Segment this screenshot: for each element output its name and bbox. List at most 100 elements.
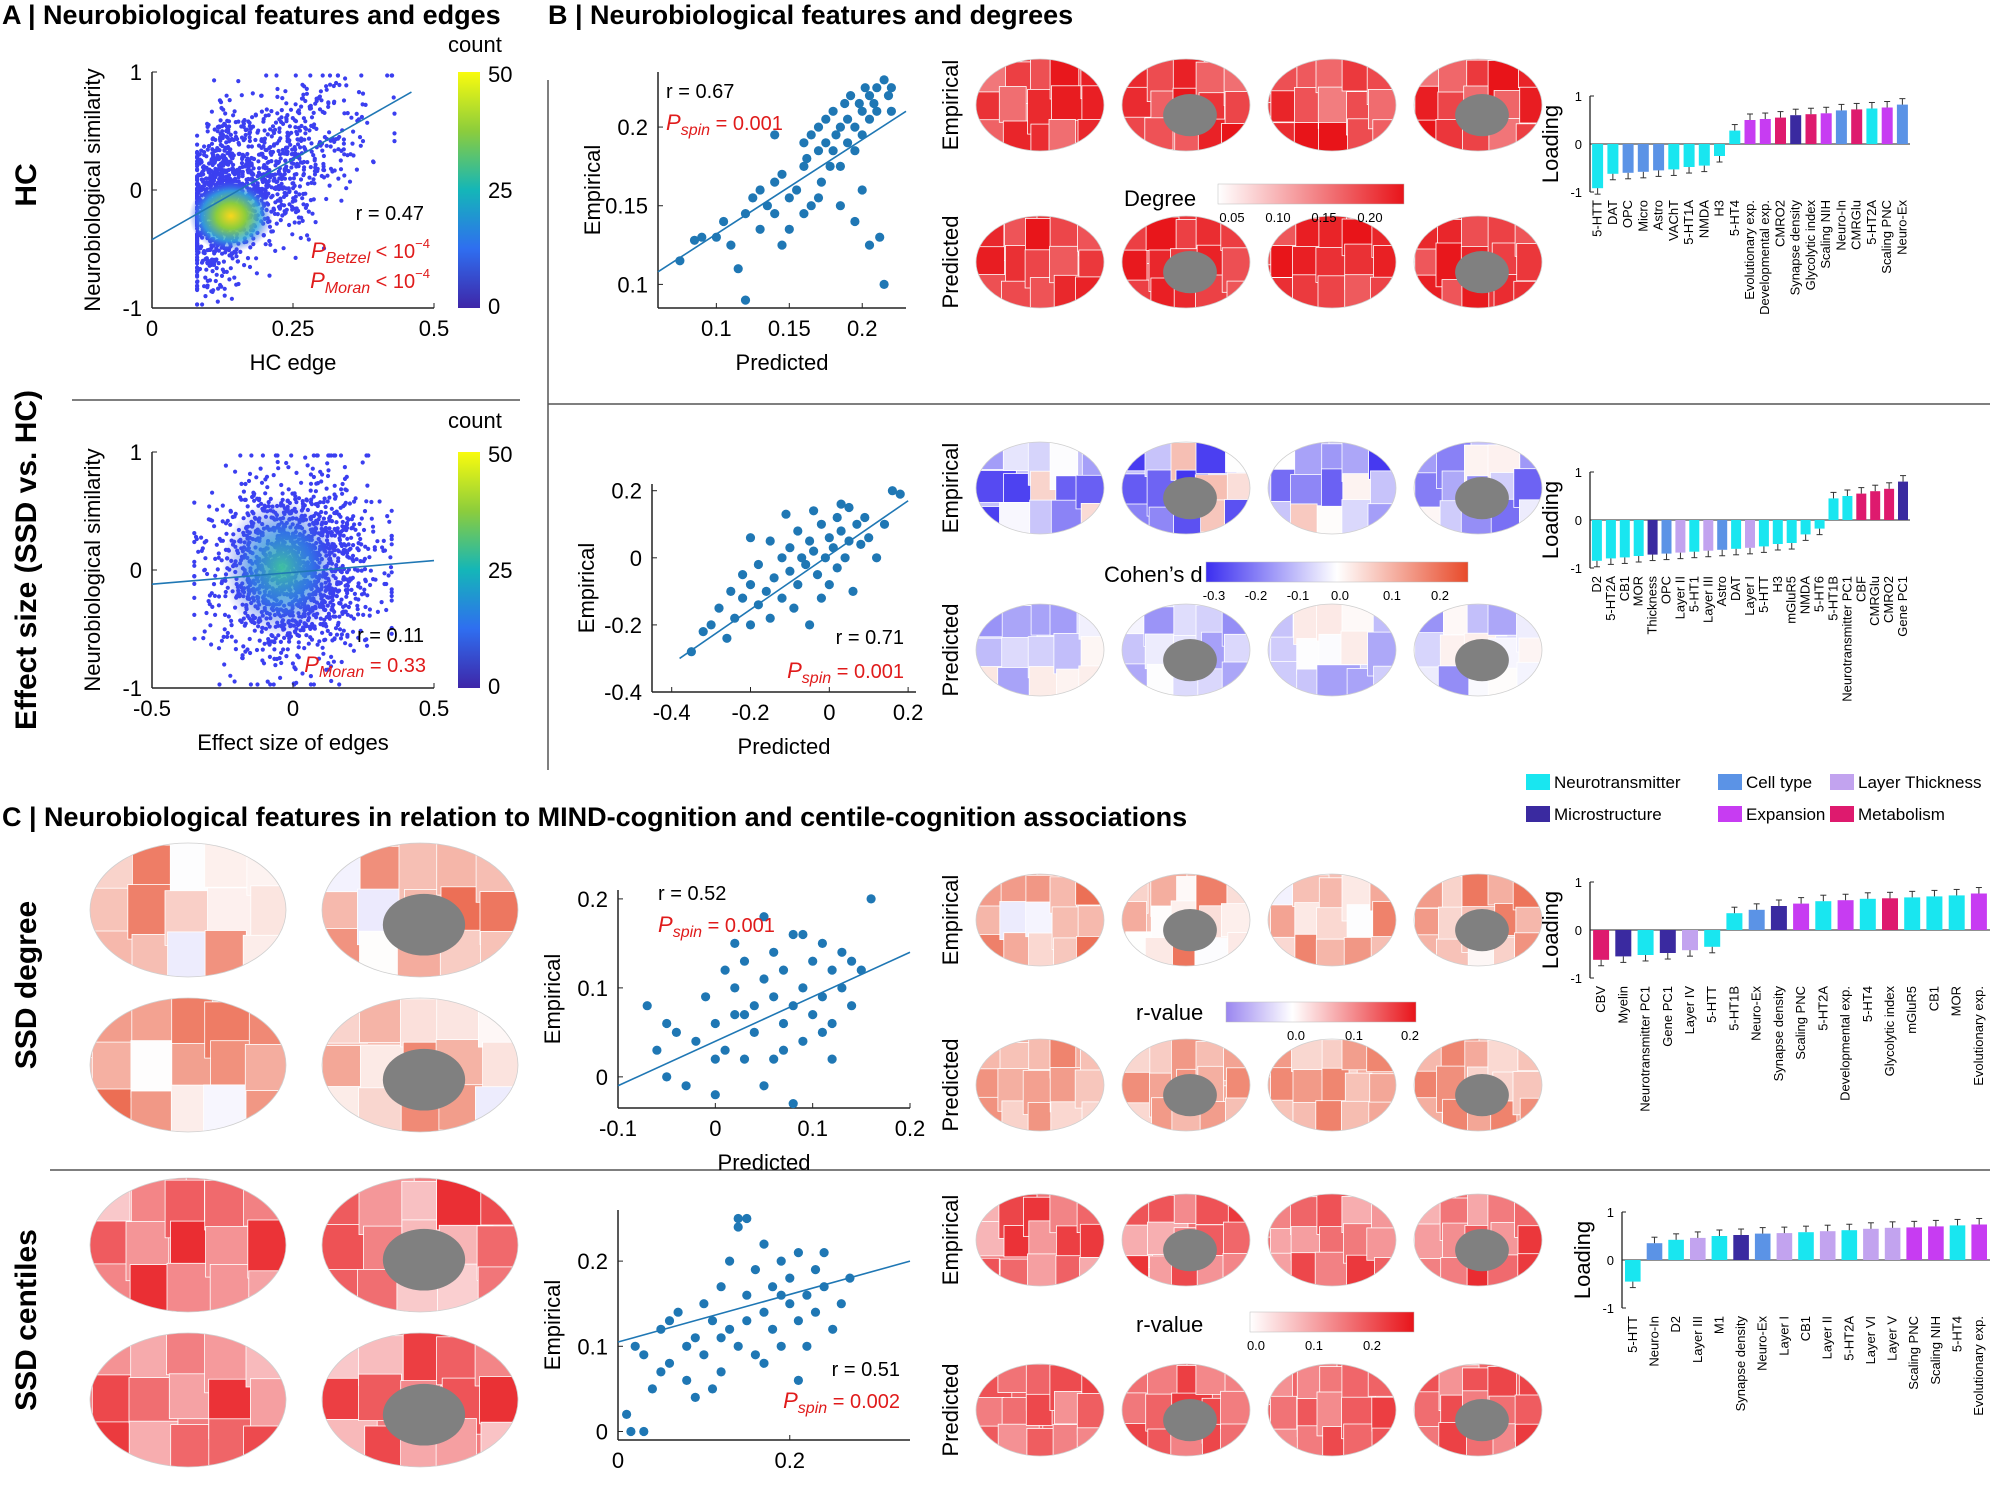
scatter-point [778, 1018, 789, 1029]
scatter-point [239, 161, 245, 166]
scatter-point [639, 1426, 649, 1437]
category-label: CB1 [1617, 576, 1632, 601]
scatter-point [827, 1054, 837, 1064]
colorbar-rvalue-2-title: r-value [1136, 1312, 1203, 1337]
scatter-point [346, 567, 351, 572]
scatter-point [295, 163, 301, 168]
colorbar-cohen-title: Cohen’s d [1104, 562, 1203, 587]
medial-wall [1455, 93, 1509, 137]
scatter-point [244, 177, 249, 182]
label-empirical-b1: Empirical [938, 60, 963, 150]
brain-outline [975, 441, 1105, 535]
scatter-point [339, 487, 344, 492]
scatter-point [827, 1018, 837, 1029]
scatter-point [301, 167, 306, 172]
scatter-point [742, 1290, 752, 1300]
fit-line [151, 559, 435, 585]
scatter-point [219, 638, 224, 643]
brain-c2-empirical [1413, 1193, 1543, 1287]
scatter-point [206, 599, 211, 604]
category-label: Synapse density [1733, 1316, 1748, 1412]
scatter-point [835, 161, 846, 171]
scatter-point [895, 489, 905, 499]
row-label-ssd-centiles: SSD centiles [10, 1229, 43, 1411]
scatter-point [358, 585, 363, 590]
y-tick-label: 0 [596, 1065, 608, 1090]
scatter-point [261, 144, 266, 149]
scatter-point [231, 137, 236, 142]
scatter-point [283, 210, 288, 215]
scatter-point [313, 489, 318, 494]
scatter-point [846, 91, 856, 101]
brain-parcel [1223, 633, 1250, 667]
scatter-point [342, 152, 347, 157]
scatter-point [201, 250, 206, 255]
scatter-point [321, 500, 326, 505]
scatter-point [336, 176, 341, 181]
scatter-point [359, 516, 364, 521]
category-label: 5-HT4 [1950, 1316, 1965, 1352]
scatter-point [789, 603, 799, 613]
scatter-point [346, 542, 351, 547]
brain-outline [1267, 873, 1397, 967]
scatter-point [235, 259, 240, 264]
scatter-point [329, 506, 334, 511]
scatter-point [201, 636, 206, 641]
bar [1729, 130, 1741, 144]
x-tick-label: 0.5 [419, 316, 450, 341]
bar [1683, 144, 1695, 167]
stat-p-relation: < 10 [370, 241, 415, 263]
scatter-point [344, 577, 349, 582]
scatter-point [306, 136, 312, 141]
scatter-point [281, 246, 286, 251]
scatter-point [310, 466, 315, 471]
scatter-point [283, 89, 288, 94]
scatter-point [308, 198, 313, 203]
scatter-point [287, 222, 292, 228]
scatter-point [349, 614, 354, 619]
stat-p-symbol: P [666, 110, 681, 135]
stat-r: r = 0.67 [666, 81, 734, 103]
scatter-point [217, 536, 222, 542]
category-label: Astro [1714, 576, 1729, 606]
scatter-point [288, 176, 293, 181]
scatter-point [363, 604, 368, 610]
brain-c2-predicted [1267, 1363, 1397, 1457]
scatter-point [271, 207, 277, 212]
legend-label-cell_type: Cell type [1746, 773, 1812, 792]
scatter-point [275, 459, 280, 465]
scatter-point [265, 485, 270, 490]
scatter-point [276, 466, 281, 471]
scatter-point [232, 109, 237, 114]
scatter-point [366, 453, 371, 458]
medial-wall [1455, 1398, 1509, 1442]
scatter-point [214, 542, 219, 547]
scatter-point [836, 499, 846, 509]
scatter-point [847, 1001, 857, 1011]
brain-c1-predicted [1121, 1038, 1251, 1132]
scatter-point [664, 1316, 675, 1326]
stat-p-symbol: P [304, 652, 319, 677]
scatter-point [206, 144, 211, 149]
scatter-point [725, 1324, 735, 1334]
medial-wall [1455, 638, 1509, 682]
scatter-point [331, 83, 336, 89]
scatter-point [192, 531, 197, 536]
x-tick-label: 0.2 [847, 316, 878, 341]
scatter-point [208, 173, 213, 178]
scatter-point [192, 574, 197, 579]
scatter-point [241, 124, 246, 129]
scatter-point [327, 130, 332, 135]
colorbar-degree-tick-1: 0.05 [1219, 210, 1244, 225]
scatter-point [290, 661, 295, 666]
scatter-point [195, 255, 200, 260]
scatter-point [207, 263, 212, 268]
brain-parcel [999, 501, 1035, 534]
bar [1800, 520, 1811, 535]
scatter-point [287, 639, 292, 644]
scatter-point [793, 1316, 804, 1326]
scatter-point [308, 500, 313, 505]
brain-parcel [436, 998, 479, 1043]
stat-p: Pspin = 0.001 [666, 110, 783, 139]
scatter-point [324, 196, 329, 202]
